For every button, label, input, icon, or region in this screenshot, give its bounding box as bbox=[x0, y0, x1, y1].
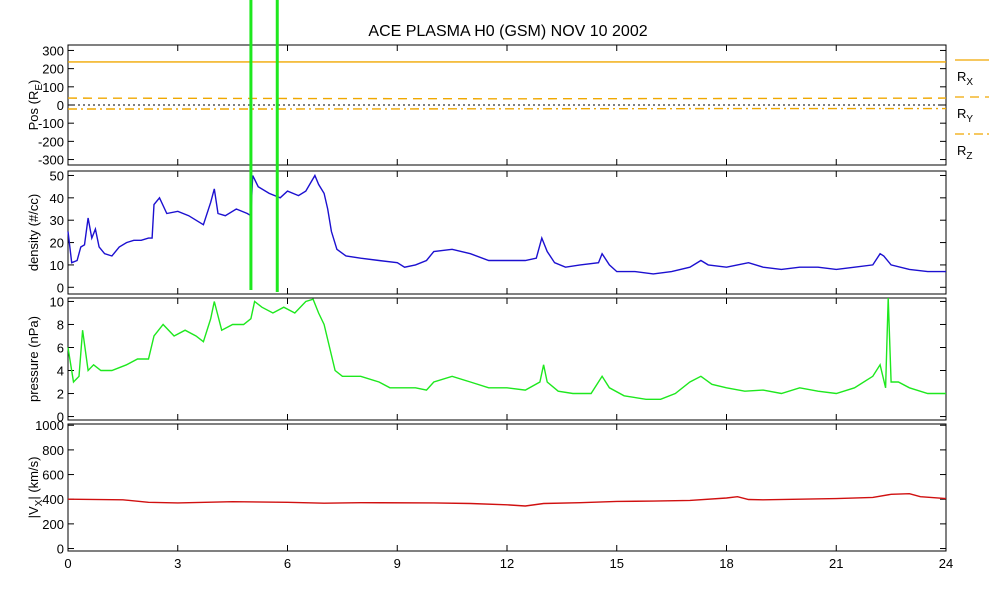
panel-density: 50 40 30 20 10 0 density (#/cc) bbox=[26, 168, 947, 295]
spike-lines bbox=[249, 0, 279, 292]
y-axis-label-main: |V bbox=[26, 506, 41, 518]
panel-velocity: 1000 800 600 400 200 0 |VX| (km/s) bbox=[26, 418, 947, 557]
series-line-density-density bbox=[67, 173, 946, 275]
y-axis-label-pressure: pressure (nPa) bbox=[26, 316, 41, 402]
panel-pressure: 10 8 6 4 2 0 pressure (nPa) bbox=[26, 294, 947, 425]
y-axis-label-end: ) bbox=[26, 80, 41, 84]
y-tick-label: 0 bbox=[57, 280, 64, 295]
x-axis: 0 3 6 9 12 15 18 21 24 bbox=[64, 556, 953, 571]
y-tick-label: 0 bbox=[57, 98, 64, 113]
series-line-pressure-pressure bbox=[67, 297, 946, 400]
x-tick-label: 12 bbox=[500, 556, 514, 571]
y-tick-label: 100 bbox=[42, 80, 64, 95]
legend-label-main: R bbox=[957, 143, 966, 158]
y-tick-label: 0 bbox=[57, 410, 64, 425]
y-tick-label: 40 bbox=[50, 191, 64, 206]
panel-frame-velocity bbox=[67, 423, 947, 552]
y-tick-label: 800 bbox=[42, 443, 64, 458]
y-axis-label-main: pressure (nPa) bbox=[26, 316, 41, 402]
y-tick-label: -300 bbox=[38, 153, 64, 168]
y-tick-label: -100 bbox=[38, 116, 64, 131]
y-tick-label: 1000 bbox=[35, 418, 64, 433]
series-line-pos-y bbox=[67, 97, 947, 100]
x-tick-label: 15 bbox=[610, 556, 624, 571]
y-axis-label-sub: E bbox=[34, 84, 45, 91]
y-tick-label: 0 bbox=[57, 542, 64, 557]
y-tick-label: 4 bbox=[57, 364, 64, 379]
y-axis-label-density: density (#/cc) bbox=[26, 194, 41, 271]
y-axis-label-end: | (km/s) bbox=[26, 457, 41, 500]
legend-label-sub: Y bbox=[966, 114, 973, 125]
x-tick-label: 3 bbox=[174, 556, 181, 571]
y-tick-label: 600 bbox=[42, 468, 64, 483]
legend-label-sub: Z bbox=[966, 151, 972, 162]
x-tick-label: 21 bbox=[829, 556, 843, 571]
y-tick-label: 30 bbox=[50, 213, 64, 228]
y-tick-label: 200 bbox=[42, 62, 64, 77]
y-tick-label: 300 bbox=[42, 43, 64, 58]
y-axis-label-pos: Pos (RE) bbox=[26, 80, 45, 131]
legend-label-y: RY bbox=[957, 106, 973, 125]
y-tick-label: 50 bbox=[50, 168, 64, 183]
legend-label-x: RX bbox=[957, 69, 973, 88]
y-tick-label: 10 bbox=[50, 294, 64, 309]
x-tick-label: 6 bbox=[284, 556, 291, 571]
y-tick-label: 6 bbox=[57, 340, 64, 355]
chart-title: ACE PLASMA H0 (GSM) NOV 10 2002 bbox=[368, 23, 647, 40]
x-tick-label: 18 bbox=[719, 556, 733, 571]
panel-frame-density bbox=[67, 170, 947, 295]
y-tick-label: 200 bbox=[42, 517, 64, 532]
y-axis-label-main: density (#/cc) bbox=[26, 194, 41, 271]
legend-label-main: R bbox=[957, 106, 966, 121]
y-tick-label: 10 bbox=[50, 258, 64, 273]
y-tick-label: 8 bbox=[57, 317, 64, 332]
x-tick-label: 0 bbox=[64, 556, 71, 571]
x-tick-label: 9 bbox=[394, 556, 401, 571]
legend-label-z: RZ bbox=[957, 143, 973, 162]
y-tick-label: 2 bbox=[57, 387, 64, 402]
y-tick-label: 400 bbox=[42, 492, 64, 507]
y-tick-label: 20 bbox=[50, 236, 64, 251]
y-axis-label-sub: X bbox=[34, 499, 45, 506]
legend-label-main: R bbox=[957, 69, 966, 84]
x-tick-label: 24 bbox=[939, 556, 953, 571]
legend-label-sub: X bbox=[966, 77, 973, 88]
y-axis-label-main: Pos (R bbox=[26, 91, 41, 131]
y-tick-label: -200 bbox=[38, 134, 64, 149]
y-axis-label-velocity: |VX| (km/s) bbox=[26, 457, 45, 519]
panel-frame-pressure bbox=[67, 297, 947, 421]
series-line-velocity-vx bbox=[67, 492, 947, 507]
